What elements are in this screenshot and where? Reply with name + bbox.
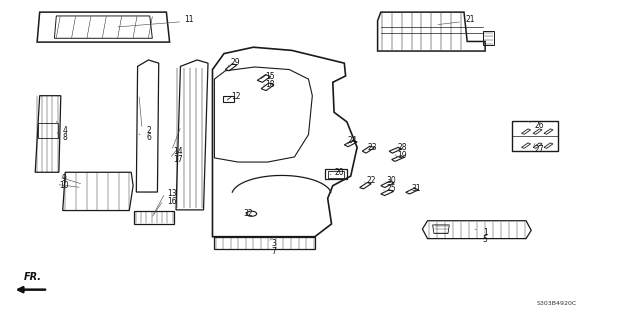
Text: 17: 17: [173, 155, 183, 164]
Text: 21: 21: [466, 15, 475, 24]
Text: 27: 27: [534, 145, 544, 154]
Text: FR.: FR.: [24, 272, 42, 282]
Text: 2: 2: [146, 126, 151, 135]
Text: 8: 8: [63, 133, 68, 142]
Text: 4: 4: [63, 126, 68, 135]
Text: S303B4920C: S303B4920C: [537, 301, 577, 306]
Text: 11: 11: [184, 15, 193, 24]
Text: 12: 12: [231, 92, 240, 101]
Text: 20: 20: [334, 168, 344, 177]
Text: 13: 13: [166, 189, 177, 198]
Text: 24: 24: [347, 137, 357, 145]
Text: 1: 1: [483, 228, 488, 237]
Text: 5: 5: [483, 235, 488, 244]
Text: 19: 19: [397, 151, 407, 160]
Text: 14: 14: [173, 147, 183, 156]
Text: 9: 9: [61, 174, 67, 182]
Text: 32: 32: [243, 209, 253, 218]
Text: 10: 10: [59, 181, 69, 190]
Text: 16: 16: [166, 197, 177, 206]
Text: 31: 31: [411, 184, 421, 193]
Text: 29: 29: [230, 58, 241, 67]
Text: 28: 28: [397, 143, 406, 152]
Text: 18: 18: [266, 80, 275, 89]
Text: 23: 23: [367, 143, 378, 152]
Text: 3: 3: [271, 239, 276, 248]
Text: 22: 22: [367, 176, 376, 185]
Text: 25: 25: [387, 184, 397, 193]
Text: 6: 6: [146, 133, 151, 142]
Text: 7: 7: [271, 247, 276, 256]
Text: 15: 15: [265, 72, 275, 81]
Text: 30: 30: [387, 176, 397, 185]
Text: 26: 26: [534, 121, 544, 130]
